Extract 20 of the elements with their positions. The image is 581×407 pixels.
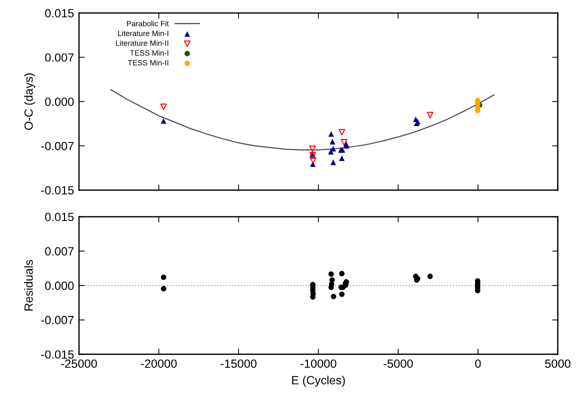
x-tick-label: 5000 — [545, 359, 570, 368]
y-tick-label: -0.015 — [41, 186, 74, 194]
x-axis-title: E (Cycles) — [292, 376, 345, 387]
x-tick-label: -20000 — [140, 359, 177, 368]
y-tick-label: -0.007 — [41, 142, 74, 150]
y-tick-label: 0.015 — [45, 9, 74, 18]
x-tick-label: -25000 — [61, 359, 97, 368]
x-tick-label: -15000 — [220, 359, 257, 368]
y-tick-label: 0.007 — [45, 53, 74, 62]
x-tick-label: -10000 — [300, 359, 336, 368]
y-tick-label: 0.007 — [45, 247, 74, 256]
x-tick-label: -5000 — [384, 359, 413, 368]
y-tick-label: 0.000 — [45, 282, 74, 290]
y-tick-label: -0.007 — [41, 316, 74, 324]
y-tick-label: -0.015 — [41, 350, 74, 359]
y-tick-label: 0.015 — [45, 212, 74, 222]
y-axis-title: Residuals — [24, 260, 33, 310]
y-tick-label: 0.000 — [45, 98, 74, 106]
x-tick-label: 0 — [475, 359, 481, 368]
y-axis-title: O-C (days) — [24, 73, 36, 130]
